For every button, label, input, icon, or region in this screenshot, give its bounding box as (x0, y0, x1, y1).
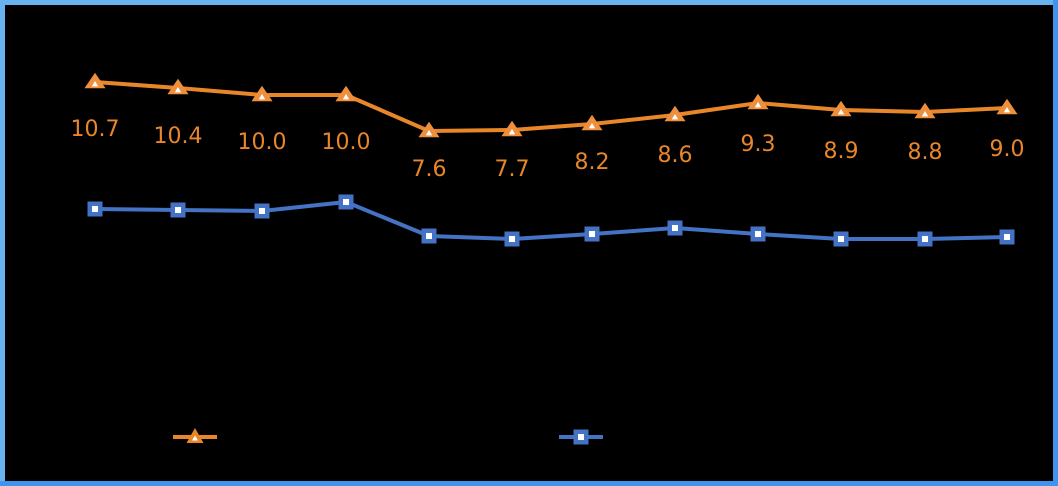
data-label: 8.8 (907, 140, 943, 165)
data-point-marker[interactable] (418, 121, 440, 138)
legend-square-center (578, 434, 584, 440)
data-point-marker[interactable] (584, 226, 600, 242)
triangle-marker-outer (996, 98, 1018, 115)
data-label: 8.9 (823, 139, 859, 164)
triangle-marker-center (508, 129, 516, 135)
data-point-marker[interactable] (335, 85, 357, 102)
legend-item-2[interactable] (558, 425, 604, 449)
data-label: 8.6 (657, 143, 693, 168)
chart-border-top (0, 0, 1058, 5)
triangle-marker-outer (747, 93, 769, 110)
triangle-marker-center (837, 109, 845, 115)
triangle-marker-center (342, 94, 350, 100)
triangle-marker-center (91, 81, 99, 87)
data-label: 8.2 (574, 150, 610, 175)
data-point-marker[interactable] (996, 98, 1018, 115)
square-marker-center (589, 231, 595, 237)
triangle-marker-center (588, 123, 596, 129)
data-point-marker[interactable] (664, 105, 686, 122)
triangle-marker-center (258, 94, 266, 100)
chart-border-left (0, 0, 5, 486)
triangle-marker-center (1003, 107, 1011, 113)
chart-border-bottom (0, 481, 1058, 486)
data-point-marker[interactable] (421, 228, 437, 244)
data-point-marker[interactable] (833, 231, 849, 247)
square-marker-center (509, 236, 515, 242)
triangle-marker-outer (664, 105, 686, 122)
square-marker-center (672, 225, 678, 231)
triangle-marker-center (425, 130, 433, 136)
triangle-marker-outer (335, 85, 357, 102)
square-marker-center (426, 233, 432, 239)
triangle-marker-outer (251, 85, 273, 102)
triangle-marker-outer (830, 100, 852, 117)
series-line-2 (93, 200, 1009, 241)
triangle-marker-center (921, 111, 929, 117)
series-markers (84, 72, 1018, 247)
square-marker-center (175, 207, 181, 213)
square-marker-center (838, 236, 844, 242)
data-label: 10.0 (321, 130, 371, 155)
data-label: 7.7 (494, 157, 530, 182)
legend-triangle-center (192, 435, 198, 441)
legend-marker-square (559, 429, 603, 445)
square-marker-center (343, 199, 349, 205)
chart-border-right (1053, 0, 1058, 486)
triangle-marker-outer (581, 114, 603, 131)
data-point-marker[interactable] (167, 78, 189, 95)
triangle-marker-outer (914, 102, 936, 119)
data-point-marker[interactable] (750, 226, 766, 242)
square-marker-center (755, 231, 761, 237)
data-point-marker[interactable] (254, 203, 270, 219)
data-label: 7.6 (411, 157, 447, 182)
data-label: 9.0 (989, 137, 1025, 162)
triangle-marker-outer (84, 72, 106, 89)
data-point-marker[interactable] (667, 220, 683, 236)
square-marker-center (259, 208, 265, 214)
data-point-marker[interactable] (338, 194, 354, 210)
data-point-marker[interactable] (84, 72, 106, 89)
series-line-1 (93, 80, 1009, 133)
data-label: 9.3 (740, 132, 776, 157)
triangle-marker-center (174, 87, 182, 93)
data-label: 10.7 (70, 117, 120, 142)
legend-marker-triangle (173, 428, 217, 443)
data-point-marker[interactable] (581, 114, 603, 131)
data-point-marker[interactable] (999, 229, 1015, 245)
data-point-marker[interactable] (914, 102, 936, 119)
square-marker-center (922, 236, 928, 242)
data-point-marker[interactable] (747, 93, 769, 110)
data-point-marker[interactable] (504, 231, 520, 247)
legend-item-1[interactable] (172, 425, 218, 449)
data-point-marker[interactable] (501, 120, 523, 137)
data-label: 10.4 (153, 124, 203, 149)
series-lines (93, 80, 1009, 241)
data-point-marker[interactable] (170, 202, 186, 218)
square-marker-center (92, 206, 98, 212)
data-point-marker[interactable] (917, 231, 933, 247)
data-point-marker[interactable] (87, 201, 103, 217)
triangle-marker-center (754, 102, 762, 108)
square-marker-center (1004, 234, 1010, 240)
data-label: 10.0 (237, 130, 287, 155)
data-point-marker[interactable] (830, 100, 852, 117)
triangle-marker-outer (501, 120, 523, 137)
data-point-marker[interactable] (251, 85, 273, 102)
triangle-marker-center (671, 114, 679, 120)
triangle-marker-outer (418, 121, 440, 138)
triangle-marker-outer (167, 78, 189, 95)
